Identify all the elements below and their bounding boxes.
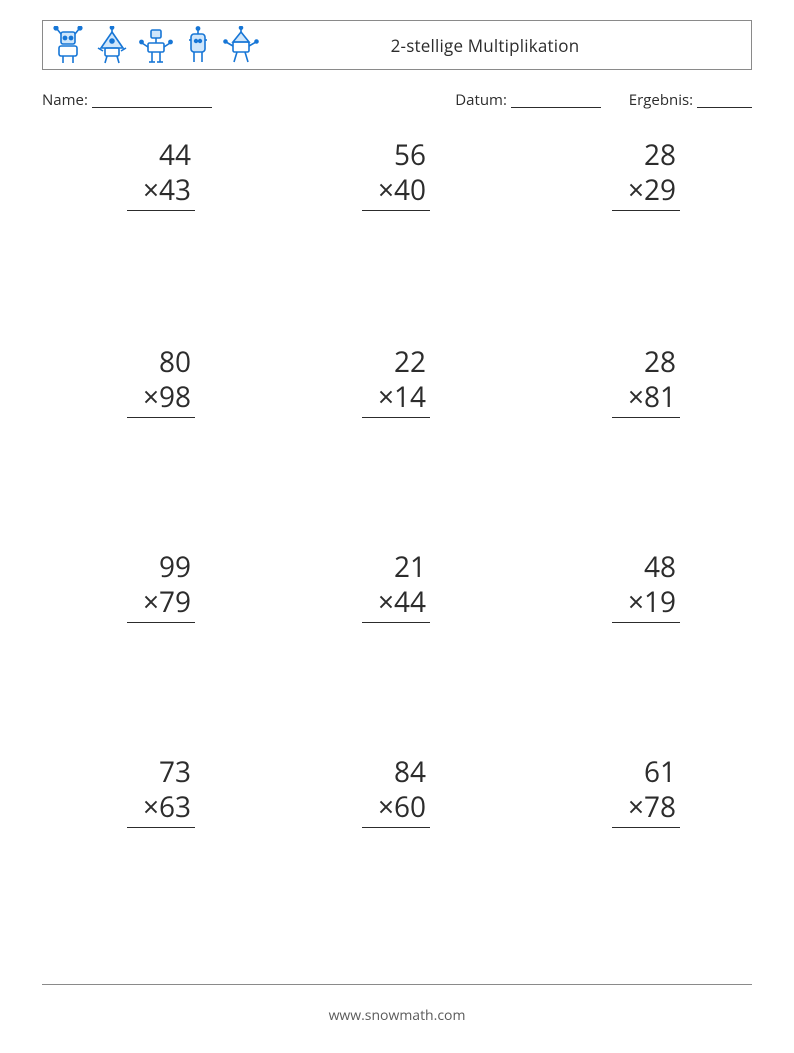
robot-icon xyxy=(183,26,213,64)
name-field: Name: xyxy=(42,90,212,110)
multiplication-problem: 48×19 xyxy=(612,550,680,623)
multiplicand: 48 xyxy=(612,550,680,585)
multiplication-problem: 61×78 xyxy=(612,755,680,828)
problem-cell: 44×43 xyxy=(42,130,279,335)
problem-grid: 44×4356×4028×2980×9822×1428×8199×7921×44… xyxy=(42,130,752,950)
multiplication-problem: 28×81 xyxy=(612,345,680,418)
meta-row: Name: Datum: Ergebnis: xyxy=(42,90,752,116)
worksheet-header: 2-stellige Multiplikation xyxy=(42,20,752,70)
multiplicand: 44 xyxy=(127,138,195,173)
multiplier: ×60 xyxy=(362,790,430,828)
header-icons xyxy=(51,26,259,64)
multiplier: ×63 xyxy=(127,790,195,828)
robot-icon xyxy=(223,26,259,64)
date-label: Datum: xyxy=(455,90,507,110)
multiplicand: 73 xyxy=(127,755,195,790)
problem-cell: 28×29 xyxy=(515,130,752,335)
multiplier: ×43 xyxy=(127,173,195,211)
multiplication-problem: 56×40 xyxy=(362,138,430,211)
problem-cell: 61×78 xyxy=(515,745,752,950)
date-field: Datum: xyxy=(455,90,601,110)
result-field: Ergebnis: xyxy=(629,90,752,110)
problem-cell: 56×40 xyxy=(279,130,516,335)
multiplicand: 28 xyxy=(612,345,680,380)
multiplication-problem: 84×60 xyxy=(362,755,430,828)
multiplicand: 61 xyxy=(612,755,680,790)
multiplicand: 28 xyxy=(612,138,680,173)
multiplicand: 84 xyxy=(362,755,430,790)
multiplication-problem: 99×79 xyxy=(127,550,195,623)
multiplication-problem: 22×14 xyxy=(362,345,430,418)
multiplier: ×81 xyxy=(612,380,680,418)
robot-icon xyxy=(51,26,85,64)
problem-cell: 73×63 xyxy=(42,745,279,950)
multiplication-problem: 44×43 xyxy=(127,138,195,211)
problem-cell: 84×60 xyxy=(279,745,516,950)
name-label: Name: xyxy=(42,90,88,110)
multiplier: ×78 xyxy=(612,790,680,828)
worksheet-title: 2-stellige Multiplikation xyxy=(259,34,751,57)
multiplicand: 80 xyxy=(127,345,195,380)
problem-cell: 21×44 xyxy=(279,540,516,745)
multiplier: ×29 xyxy=(612,173,680,211)
multiplicand: 99 xyxy=(127,550,195,585)
problem-cell: 28×81 xyxy=(515,335,752,540)
result-blank xyxy=(697,107,752,108)
robot-icon xyxy=(139,26,173,64)
multiplier: ×14 xyxy=(362,380,430,418)
name-blank xyxy=(92,107,212,108)
footer-rule xyxy=(42,984,752,985)
multiplier: ×40 xyxy=(362,173,430,211)
result-label: Ergebnis: xyxy=(629,90,693,110)
multiplication-problem: 28×29 xyxy=(612,138,680,211)
multiplication-problem: 73×63 xyxy=(127,755,195,828)
problem-cell: 99×79 xyxy=(42,540,279,745)
multiplication-problem: 21×44 xyxy=(362,550,430,623)
multiplication-problem: 80×98 xyxy=(127,345,195,418)
problem-cell: 48×19 xyxy=(515,540,752,745)
multiplicand: 22 xyxy=(362,345,430,380)
robot-icon xyxy=(95,26,129,64)
problem-cell: 80×98 xyxy=(42,335,279,540)
multiplicand: 56 xyxy=(362,138,430,173)
multiplier: ×98 xyxy=(127,380,195,418)
multiplier: ×79 xyxy=(127,585,195,623)
problem-cell: 22×14 xyxy=(279,335,516,540)
multiplier: ×19 xyxy=(612,585,680,623)
multiplicand: 21 xyxy=(362,550,430,585)
date-blank xyxy=(511,107,601,108)
multiplier: ×44 xyxy=(362,585,430,623)
footer-text: www.snowmath.com xyxy=(0,1006,794,1025)
